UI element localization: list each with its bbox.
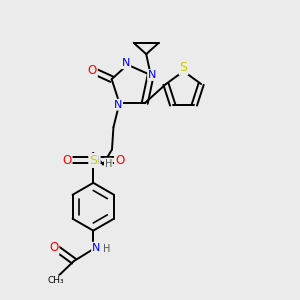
- Text: N: N: [122, 58, 130, 68]
- Text: H: H: [103, 244, 110, 254]
- Text: N: N: [148, 70, 156, 80]
- Text: S: S: [179, 61, 188, 74]
- Text: N: N: [92, 156, 100, 167]
- Text: O: O: [115, 154, 124, 167]
- Text: CH₃: CH₃: [48, 276, 64, 285]
- Text: N: N: [114, 100, 122, 110]
- Text: H: H: [105, 158, 112, 169]
- Text: S: S: [89, 154, 97, 167]
- Text: N: N: [92, 243, 100, 253]
- Text: O: O: [88, 64, 97, 77]
- Text: O: O: [62, 154, 72, 167]
- Text: O: O: [49, 241, 58, 254]
